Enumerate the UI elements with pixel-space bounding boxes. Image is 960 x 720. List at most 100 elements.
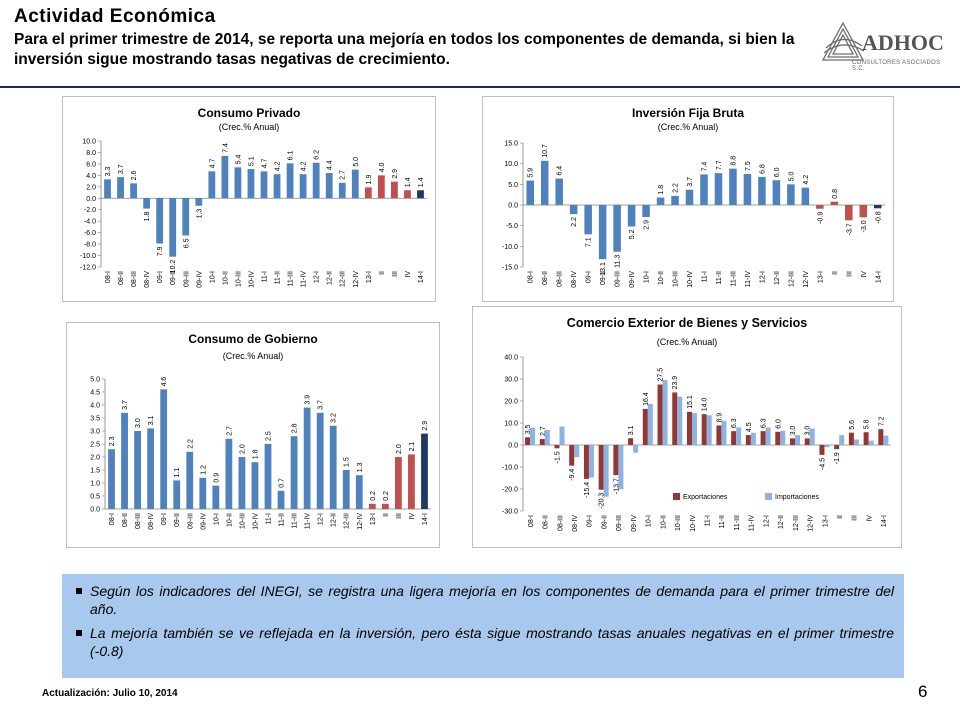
bar bbox=[613, 205, 621, 252]
bar bbox=[700, 174, 708, 205]
bar-exportaciones bbox=[701, 414, 707, 445]
bar bbox=[260, 171, 268, 199]
bar-exportaciones bbox=[686, 411, 692, 445]
bar-exportaciones bbox=[539, 439, 545, 445]
x-tick-label: II bbox=[379, 271, 386, 275]
x-tick-label: 14-I bbox=[418, 271, 425, 283]
data-label: 3.9 bbox=[305, 395, 312, 405]
bar-exportaciones bbox=[554, 445, 560, 449]
data-label: 2.0 bbox=[239, 444, 246, 454]
chart-subtitle: (Crec.% Anual) bbox=[223, 351, 284, 361]
data-label: 5.8 bbox=[864, 419, 871, 429]
bar bbox=[169, 198, 177, 257]
x-tick-label: III bbox=[846, 271, 853, 277]
x-tick-label: 12-II bbox=[774, 271, 781, 285]
x-tick-label: 12-IV bbox=[808, 515, 815, 532]
x-tick-label: 11-II bbox=[275, 271, 282, 285]
bar bbox=[555, 178, 563, 205]
bar bbox=[714, 173, 723, 205]
data-label: 27.5 bbox=[658, 368, 665, 382]
y-tick-label: -15.0 bbox=[502, 265, 518, 272]
chart-title: Consumo de Gobierno bbox=[188, 332, 317, 346]
note-text: La mejoría también se ve reflejada en la… bbox=[90, 625, 894, 659]
x-tick-label: 08-I bbox=[105, 271, 112, 283]
data-label: 3.0 bbox=[805, 426, 812, 436]
data-label: 0.8 bbox=[832, 189, 839, 199]
bar bbox=[627, 205, 636, 227]
y-tick-label: 10.0 bbox=[504, 421, 518, 428]
bar-exportaciones bbox=[775, 431, 781, 445]
bar-exportaciones bbox=[804, 438, 810, 445]
data-label: 6.0 bbox=[775, 419, 782, 429]
y-tick-label: 10.0 bbox=[504, 161, 518, 168]
data-label: 1.2 bbox=[200, 465, 207, 475]
bar bbox=[121, 412, 128, 509]
bar-importaciones bbox=[588, 445, 594, 478]
bar-importaciones bbox=[544, 430, 550, 445]
x-tick-label: 12-IV bbox=[803, 271, 810, 288]
bar bbox=[104, 179, 111, 199]
bar-exportaciones bbox=[525, 437, 531, 445]
bar bbox=[290, 436, 298, 509]
data-label: 3.7 bbox=[687, 177, 694, 187]
data-label: -15.4 bbox=[584, 482, 591, 498]
bar-exportaciones bbox=[716, 425, 722, 445]
page-subtitle: Para el primer trimestre de 2014, se rep… bbox=[14, 31, 795, 68]
data-label: 7.1 bbox=[586, 237, 593, 247]
bar bbox=[540, 160, 549, 205]
bar-importaciones bbox=[839, 435, 845, 445]
bar-exportaciones bbox=[760, 431, 766, 445]
data-label: 7.4 bbox=[702, 162, 709, 172]
bar bbox=[685, 189, 694, 205]
bullet-icon bbox=[76, 588, 82, 594]
bar bbox=[329, 425, 337, 509]
x-tick-label: 08-IV bbox=[571, 271, 578, 288]
x-tick-label: 08-II bbox=[542, 271, 549, 285]
x-tick-label: III bbox=[852, 515, 859, 521]
notes-box: Según los indicadores del INEGI, se regi… bbox=[62, 574, 904, 678]
x-tick-label: 10-I bbox=[644, 271, 651, 283]
data-label: 2.3 bbox=[109, 436, 116, 446]
data-label: 3.7 bbox=[318, 400, 325, 410]
bar-importaciones bbox=[765, 427, 771, 445]
chart-svg: Comercio Exterior de Bienes y Servicios (… bbox=[502, 316, 891, 532]
bar bbox=[368, 503, 376, 509]
bar bbox=[134, 431, 141, 509]
data-label: 11.3 bbox=[615, 255, 622, 268]
bar bbox=[351, 169, 359, 199]
chart-title: Inversión Fija Bruta bbox=[632, 106, 744, 120]
x-tick-label: 09-II bbox=[601, 515, 608, 529]
x-tick-label: 11-I bbox=[705, 515, 712, 527]
data-label: 2.2 bbox=[571, 217, 578, 227]
data-label: 5.1 bbox=[248, 156, 255, 166]
x-tick-label: 12-III bbox=[344, 513, 351, 529]
header-divider bbox=[0, 86, 960, 88]
data-label: 7.2 bbox=[878, 416, 885, 426]
data-label: 4.7 bbox=[262, 159, 269, 169]
x-tick-label: 11-IV bbox=[305, 513, 312, 530]
y-tick-label: 1.5 bbox=[90, 468, 100, 475]
y-tick-label: 2.0 bbox=[86, 184, 96, 191]
bar bbox=[873, 205, 882, 209]
data-label: 3.0 bbox=[790, 426, 797, 436]
bar bbox=[342, 470, 350, 509]
data-label: 1.8 bbox=[658, 185, 665, 195]
bar bbox=[391, 181, 398, 199]
x-tick-label: IV bbox=[409, 513, 416, 520]
y-tick-label: 8.0 bbox=[86, 150, 96, 157]
bar bbox=[195, 198, 203, 206]
bar bbox=[147, 428, 155, 509]
x-tick-label: 13-I bbox=[822, 515, 829, 527]
bar bbox=[264, 444, 272, 509]
data-label: 2.1 bbox=[409, 442, 416, 452]
data-label: 3.5 bbox=[525, 424, 532, 434]
data-label: 13.1 bbox=[600, 262, 607, 276]
bar bbox=[143, 198, 151, 209]
chart-comercio-exterior: Comercio Exterior de Bienes y Servicios (… bbox=[472, 306, 902, 548]
bar-importaciones bbox=[647, 403, 653, 445]
x-tick-label: 10-IV bbox=[690, 515, 697, 532]
x-tick-label: 12-II bbox=[327, 271, 334, 285]
y-tick-label: 15.0 bbox=[504, 141, 518, 148]
y-tick-label: 30.0 bbox=[504, 377, 518, 384]
legend-swatch bbox=[765, 493, 772, 500]
